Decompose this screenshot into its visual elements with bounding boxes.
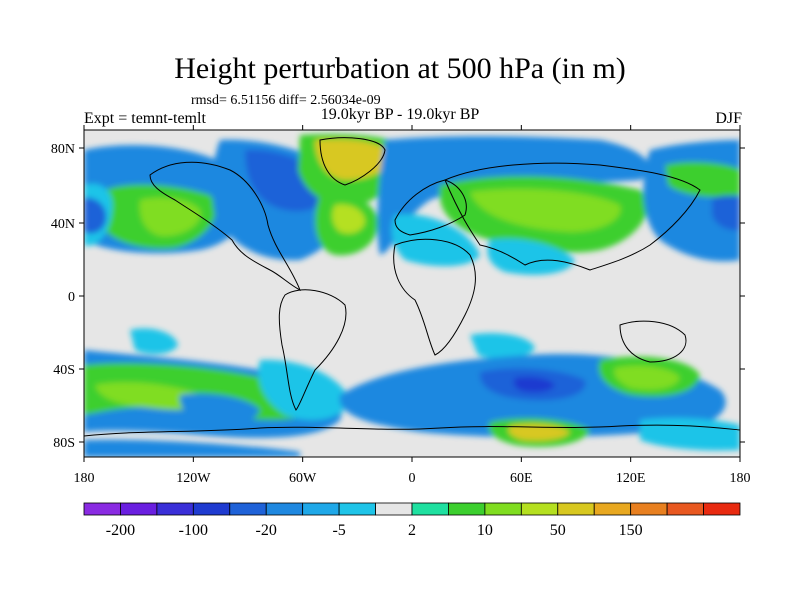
lon-tick-label: 180 (74, 471, 95, 486)
contour-blob (712, 195, 740, 231)
colorbar-swatch (83, 502, 121, 516)
south-america-coast (278, 289, 347, 411)
colorbar: -200 -100 -20 -5 2 10 50 150 (83, 502, 741, 539)
colorbar-swatch (375, 502, 413, 516)
colorbar-swatch (593, 502, 632, 516)
contour-blob (470, 188, 621, 232)
colorbar-swatch (520, 502, 559, 516)
colorbar-label: -100 (179, 522, 208, 539)
contour-blob (665, 162, 740, 197)
colorbar-label: 150 (619, 522, 643, 539)
colorbar-swatch (703, 502, 741, 516)
colorbar-swatch (630, 502, 668, 516)
lat-tick-label: 40N (51, 217, 75, 232)
australia-coast (619, 320, 687, 363)
lon-tick-label: 120W (176, 471, 211, 486)
colorbar-swatch (484, 502, 522, 516)
colorbar-label: 2 (408, 522, 416, 539)
contour-field (84, 130, 740, 457)
contour-blob (258, 359, 350, 420)
lon-tick-label: 60E (510, 471, 533, 486)
greenland-coast (319, 137, 386, 186)
colorbar-swatch (302, 502, 340, 516)
contour-blob (640, 417, 740, 451)
season-label: DJF (715, 110, 742, 127)
contour-blob (179, 393, 260, 425)
colorbar-label: -200 (106, 522, 135, 539)
contour-blob (377, 136, 650, 255)
colorbar-swatch (666, 502, 704, 516)
stats-line: rmsd= 6.51156 diff= 2.56034e-09 (191, 93, 381, 108)
contour-blob (513, 376, 555, 393)
colorbar-swatch (156, 502, 194, 516)
lon-axis: 180 120W 60W 0 60E 120E 180 (74, 125, 751, 486)
colorbar-label: -20 (256, 522, 277, 539)
colorbar-swatch (557, 502, 595, 516)
contour-blob (508, 424, 570, 441)
africa-coast (393, 238, 476, 356)
period-label: 19.0kyr BP - 19.0kyr BP (320, 106, 480, 123)
experiment-label: Expt = temnt-temlt (84, 110, 206, 127)
lon-tick-label: 60W (289, 471, 317, 486)
contour-blob (614, 365, 680, 390)
lon-tick-label: 120E (616, 471, 646, 486)
contour-blob (84, 197, 107, 234)
colorbar-swatch (229, 502, 267, 516)
north-america-coast (149, 161, 301, 292)
colorbar-swatch (338, 502, 376, 516)
coastlines (84, 137, 740, 437)
colorbar-swatch (265, 502, 304, 516)
contour-blob (84, 439, 300, 457)
contour-blob (487, 238, 575, 275)
colorbar-swatch (448, 502, 486, 516)
colorbar-label: 10 (477, 522, 493, 539)
map-title: Height perturbation at 500 hPa (in m) (174, 52, 626, 85)
lon-tick-label: 0 (409, 471, 416, 486)
lat-tick-label: 40S (53, 363, 75, 378)
contour-blob (130, 328, 178, 355)
colorbar-swatch (120, 502, 158, 516)
lon-tick-label: 180 (730, 471, 751, 486)
colorbar-label: 50 (550, 522, 566, 539)
contour-blob (470, 333, 535, 360)
contour-blob (332, 204, 365, 234)
lat-tick-label: 80N (51, 142, 75, 157)
antarctica-coast (84, 424, 740, 437)
lat-tick-label: 0 (68, 290, 75, 305)
colorbar-swatch (411, 502, 449, 516)
europe-coast (394, 179, 467, 236)
colorbar-swatch (192, 502, 231, 516)
colorbar-label: -5 (332, 522, 345, 539)
lat-axis: 80N 40N 0 40S 80S (51, 142, 745, 451)
lat-tick-label: 80S (53, 436, 75, 451)
asia-coast (444, 162, 701, 271)
